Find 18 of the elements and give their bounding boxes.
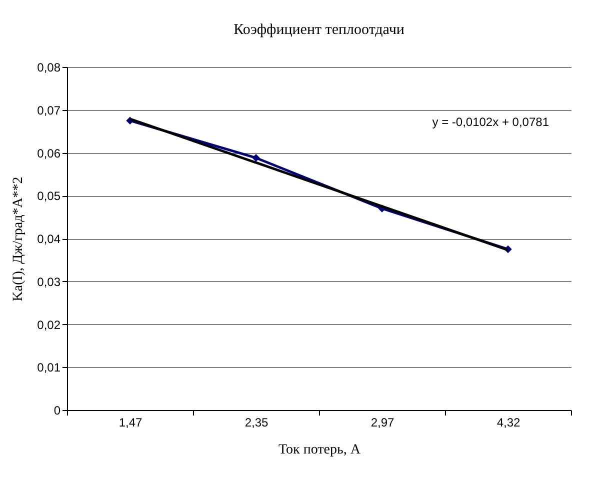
y-tick-label: 0,08 [37,60,61,74]
y-tick-label: 0,01 [37,360,61,375]
x-tick-label: 4,32 [496,416,520,430]
chart-title: Коэффициент теплоотдачи [234,22,404,38]
y-tick-label: 0 [54,404,61,418]
y-tick-label: 0,07 [37,103,61,118]
y-tick-label: 0,05 [37,189,61,204]
y-axis-title: Ka(I), Дж/град*А**2 [11,176,26,302]
y-tick-label: 0,04 [37,232,61,246]
x-tick-label: 2,97 [370,416,394,430]
y-tick-label: 0,03 [37,274,61,289]
x-tick-label: 2,35 [244,416,268,430]
x-tick-label: 1,47 [118,416,142,430]
point [252,154,260,162]
annotation: y = -0,0102x + 0,0781 [432,115,550,129]
y-tick-label: 0,06 [37,146,61,160]
y-tick-label: 0,02 [37,318,61,332]
x-axis-title: Ток потерь, А [278,442,362,458]
